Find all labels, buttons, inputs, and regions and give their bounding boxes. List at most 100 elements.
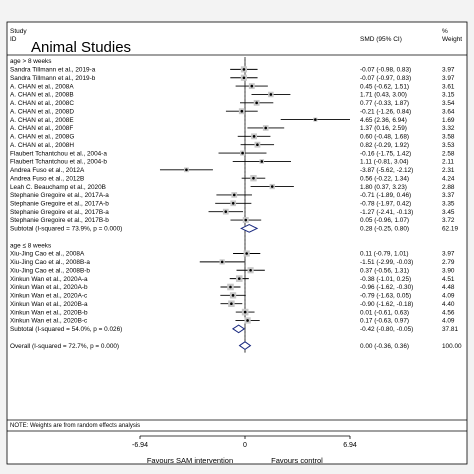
study-col-header-2: ID [10, 36, 17, 43]
effect-ci-text: -0.96 (-1.62, -0.30) [360, 284, 413, 291]
point-estimate [269, 93, 273, 96]
weight-text: 3.35 [442, 200, 455, 207]
effect-ci-text: -0.71 (-1.89, 0.46) [360, 192, 411, 199]
point-estimate [245, 252, 248, 255]
effect-ci-text: -0.07 (-0.98, 0.83) [360, 67, 411, 74]
effect-ci-text: 1.80 (0.37, 3.23) [360, 184, 407, 191]
study-label: Xinkun Wan et al., 2020B-a [10, 301, 88, 308]
weight-text: 2.79 [442, 259, 455, 266]
study-label: Xinkun Wan et al., 2020A-a [10, 276, 88, 283]
study-label: Stephanie Gregoire et al., 2017A-b [10, 200, 109, 207]
point-estimate [242, 68, 246, 71]
weight-text: 100.00 [442, 343, 462, 350]
weight-text: 4.51 [442, 276, 455, 283]
subgroup-label: age ≤ 8 weeks [10, 242, 51, 249]
effect-ci-text: -1.27 (-2.41, -0.13) [360, 209, 413, 216]
weight-text: 3.54 [442, 100, 455, 107]
weight-text: 4.09 [442, 293, 455, 300]
weight-text: 37.81 [442, 326, 458, 333]
subgroup-label: age > 8 weeks [10, 58, 51, 65]
point-estimate [249, 268, 252, 272]
point-estimate [256, 143, 259, 146]
effect-ci-text: 0.17 (-0.63, 0.97) [360, 318, 409, 325]
point-estimate [231, 294, 235, 297]
effect-ci-text: -0.90 (-1.62, -0.18) [360, 301, 413, 308]
weight-text: 3.64 [442, 108, 455, 115]
weight-text: 3.37 [442, 192, 455, 199]
weight-text: 3.97 [442, 67, 455, 74]
weight-text: 3.53 [442, 142, 455, 149]
study-label: Xinkun Wan et al., 2020B-c [10, 318, 88, 325]
effect-ci-text: -0.21 (-1.26, 0.84) [360, 108, 411, 115]
weight-text: 2.88 [442, 184, 455, 191]
weight-text: 2.31 [442, 167, 455, 174]
point-estimate [255, 101, 258, 105]
point-estimate [252, 176, 255, 180]
study-label: Andrea Fuso et al., 2012B [10, 175, 84, 182]
study-label: Leah C. Beauchamp et al., 2020B [10, 184, 106, 191]
study-col-header-1: Study [10, 28, 27, 35]
weight-text: 3.32 [442, 125, 455, 132]
study-label: A. CHAN et al., 2008A [10, 83, 74, 90]
weight-text: 3.72 [442, 217, 455, 224]
weight-text: 3.58 [442, 134, 455, 141]
axis-tick-label: -6.94 [132, 442, 148, 449]
effect-ci-text: -0.42 (-0.80, -0.05) [360, 326, 413, 333]
effect-col-header: SMD (95% CI) [360, 36, 402, 43]
weight-text: 3.61 [442, 83, 455, 90]
effect-ci-text: -0.38 (-1.01, 0.25) [360, 276, 411, 283]
effect-ci-text: 4.65 (2.36, 6.94) [360, 117, 407, 124]
weight-text: 3.97 [442, 75, 455, 82]
forest-rows: age > 8 weeks Sandra Tillmann et al., 201… [10, 57, 462, 353]
weight-text: 4.24 [442, 175, 455, 182]
effect-ci-text: 0.77 (-0.33, 1.87) [360, 100, 409, 107]
weight-text: 3.97 [442, 251, 455, 258]
study-label: A. CHAN et al., 2008F [10, 125, 73, 132]
effect-ci-text: 0.01 (-0.61, 0.63) [360, 309, 409, 316]
point-estimate [250, 84, 254, 88]
favours-right-label: Favours control [271, 456, 323, 465]
study-label: A. CHAN et al., 2008G [10, 134, 74, 141]
plot-title: Animal Studies [31, 39, 131, 56]
effect-ci-text: -0.78 (-1.97, 0.42) [360, 200, 411, 207]
x-axis: -6.94 0 6.94 [132, 435, 357, 449]
study-label: Xinkun Wan et al., 2020A-b [10, 284, 88, 291]
study-label: A. CHAN et al., 2008H [10, 142, 74, 149]
point-estimate [243, 310, 247, 314]
favours-left-label: Favours SAM intervention [147, 456, 233, 465]
effect-ci-text: 1.37 (0.16, 2.59) [360, 125, 407, 132]
study-label: A. CHAN et al., 2008E [10, 117, 74, 124]
weight-text: 2.11 [442, 159, 454, 166]
overall-label: Overall (I-squared = 72.7%, p = 0.000) [10, 343, 119, 350]
study-label: Xiu-Jing Cao et al., 2008B-a [10, 259, 90, 266]
study-label: Flaubert Tchantchou et al., 2004-b [10, 159, 107, 166]
weight-col-header-2: Weight [442, 36, 462, 43]
point-estimate [242, 76, 246, 80]
point-estimate [241, 151, 244, 155]
effect-ci-text: 0.28 (-0.25, 0.80) [360, 226, 409, 233]
subtotal-label: Subtotal (I-squared = 54.0%, p = 0.026) [10, 326, 122, 333]
effect-ci-text: -0.16 (-1.75, 1.42) [360, 150, 411, 157]
weight-text: 3.90 [442, 267, 455, 274]
study-label: A. CHAN et al., 2008D [10, 108, 74, 115]
effect-ci-text: 0.60 (-0.48, 1.68) [360, 134, 409, 141]
point-estimate [220, 260, 224, 264]
point-estimate [264, 126, 268, 130]
point-estimate [232, 193, 236, 197]
point-estimate [270, 185, 274, 188]
weight-col-header-1: % [442, 28, 448, 35]
study-label: Flaubert Tchantchou et al., 2004-a [10, 150, 107, 157]
effect-ci-text: -1.51 (-2.99, -0.03) [360, 259, 413, 266]
study-label: Sandra Tillmann et al., 2019-a [10, 67, 96, 74]
axis-tick-label: 6.94 [343, 442, 357, 449]
weight-text: 4.40 [442, 301, 455, 308]
subtotal-diamond [231, 324, 246, 334]
overall-diamond [238, 341, 252, 350]
point-estimate [252, 135, 256, 138]
effect-ci-text: 0.56 (-0.22, 1.34) [360, 175, 409, 182]
study-label: Stephanie Gregoire et al., 2017B-b [10, 217, 109, 224]
study-label: A. CHAN et al., 2008B [10, 92, 74, 99]
effect-ci-text: 0.82 (-0.29, 1.92) [360, 142, 409, 149]
weight-text: 3.45 [442, 209, 455, 216]
